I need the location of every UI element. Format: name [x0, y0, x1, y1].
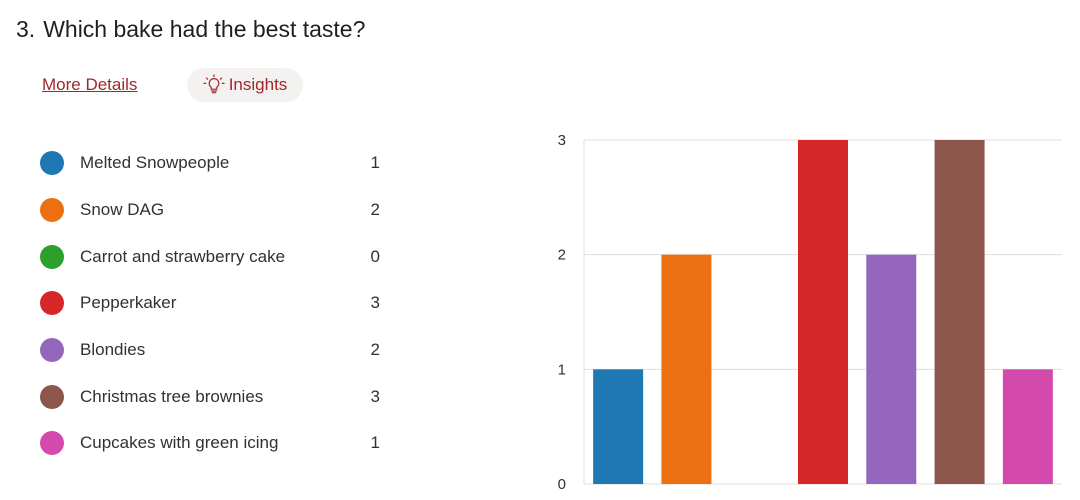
legend-label: Cupcakes with green icing — [80, 433, 279, 453]
legend-color-dot — [40, 151, 64, 176]
legend-count: 2 — [370, 340, 380, 360]
legend-count: 3 — [370, 386, 380, 406]
bar[interactable] — [1002, 369, 1053, 484]
legend-item: Christmas tree brownies 3 — [40, 373, 380, 420]
legend-item: Melted Snowpeople 1 — [40, 140, 380, 187]
bar-chart: 0 1 2 3 — [558, 132, 1062, 493]
question-title: 3. Which bake had the best taste? — [16, 16, 365, 43]
bar[interactable] — [934, 140, 985, 484]
legend-item: Blondies 2 — [40, 327, 380, 374]
legend-label: Christmas tree brownies — [80, 386, 264, 406]
legend-count: 1 — [370, 153, 380, 173]
insights-label: Insights — [228, 75, 288, 94]
y-tick-label: 0 — [558, 476, 566, 493]
bar[interactable] — [593, 369, 644, 484]
bar[interactable] — [866, 254, 917, 484]
legend-color-dot — [40, 244, 64, 269]
legend-color-dot — [40, 198, 64, 223]
y-tick-label: 2 — [558, 247, 566, 264]
legend-color-dot — [40, 338, 64, 363]
y-tick-label: 3 — [558, 132, 566, 149]
legend-label: Melted Snowpeople — [80, 153, 230, 173]
legend-label: Carrot and strawberry cake — [80, 246, 286, 266]
legend-color-dot — [40, 291, 64, 316]
bar[interactable] — [798, 140, 848, 484]
insights-button[interactable]: Insights — [187, 68, 303, 102]
legend-label: Snow DAG — [80, 200, 165, 220]
legend-item: Pepperkaker 3 — [40, 280, 380, 327]
chart-legend: Melted Snowpeople 1 Snow DAG 2 Carrot and st… — [40, 140, 380, 467]
more-details-link[interactable]: More Details — [42, 75, 138, 94]
legend-color-dot — [40, 431, 64, 456]
y-tick-label: 1 — [558, 361, 566, 378]
legend-item: Snow DAG 2 — [40, 187, 380, 234]
legend-item: Carrot and strawberry cake 0 — [40, 233, 380, 280]
legend-item: Cupcakes with green icing 1 — [40, 420, 380, 467]
legend-color-dot — [40, 384, 64, 409]
legend-label: Blondies — [80, 340, 146, 360]
legend-label: Pepperkaker — [80, 293, 177, 313]
lightbulb-icon — [203, 74, 225, 96]
legend-count: 3 — [370, 293, 380, 313]
legend-count: 0 — [370, 246, 380, 266]
bar[interactable] — [661, 254, 712, 484]
question-text: Which bake had the best taste? — [43, 16, 366, 42]
legend-count: 2 — [370, 200, 380, 220]
legend-count: 1 — [370, 433, 380, 453]
question-number: 3. — [16, 16, 36, 42]
